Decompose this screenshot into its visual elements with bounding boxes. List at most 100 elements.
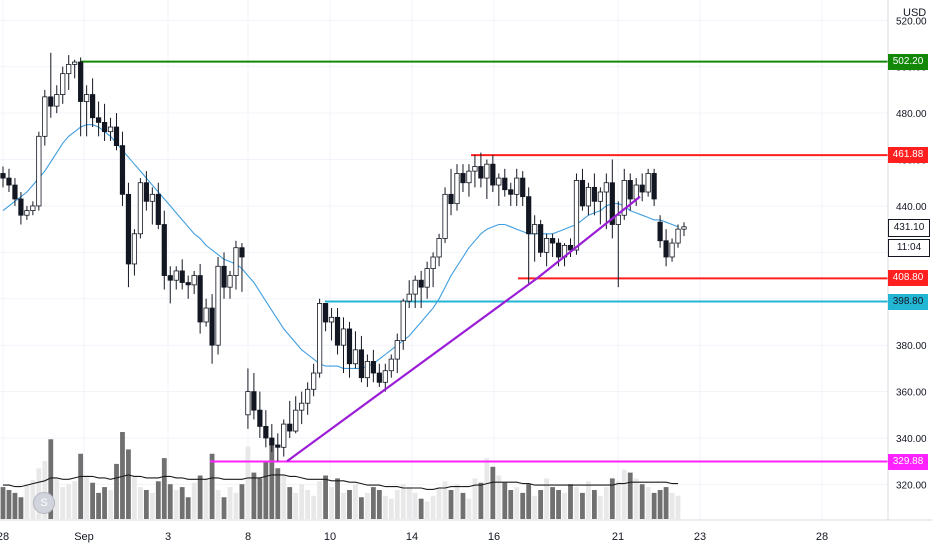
- volume-bar: [120, 432, 125, 519]
- time-axis[interactable]: 28 Sep 3 8 10 14 16 21 23 28: [0, 531, 828, 543]
- candle: [609, 159, 615, 239]
- candle-body: [317, 303, 323, 374]
- volume-bar: [275, 468, 281, 519]
- x-tick-label: 10: [324, 531, 336, 543]
- candle-body: [54, 94, 60, 107]
- candle-body: [358, 349, 365, 379]
- volume-bar: [12, 492, 18, 519]
- volume-bar: [263, 461, 269, 519]
- candle: [651, 168, 657, 206]
- candle-body: [299, 402, 305, 411]
- candle: [119, 131, 126, 206]
- volume-bar: [179, 487, 185, 519]
- candle-body: [101, 121, 108, 133]
- trendline[interactable]: [286, 195, 641, 463]
- candle-body: [514, 177, 520, 195]
- candle-body: [406, 293, 412, 302]
- candle: [60, 66, 66, 104]
- candle: [107, 117, 114, 141]
- volume-bar: [615, 481, 621, 519]
- volume-bar: [580, 492, 585, 519]
- x-tick-label: 28: [816, 531, 828, 543]
- candle: [275, 433, 281, 462]
- candle-body: [364, 361, 370, 379]
- candle: [78, 57, 84, 137]
- volume-bar: [233, 492, 239, 519]
- volume-bar: [603, 487, 609, 519]
- candle-body: [597, 191, 603, 202]
- candle: [526, 187, 532, 285]
- level-badge-408.80: 408.80: [888, 270, 928, 287]
- price-candles: [0, 52, 687, 462]
- volume-bar: [586, 481, 591, 519]
- candle: [257, 391, 263, 439]
- candle: [251, 373, 257, 420]
- candle-body: [645, 173, 651, 193]
- candle-body: [346, 328, 353, 365]
- last-price-badge: 431.10: [888, 218, 930, 237]
- horizontal-levels[interactable]: [80, 60, 888, 463]
- candle: [167, 266, 173, 304]
- volume-bar: [436, 487, 442, 519]
- level-badge-398.80: 398.80: [888, 293, 928, 310]
- candle-body: [113, 126, 120, 147]
- volume-bar: [6, 490, 12, 519]
- candle: [48, 52, 54, 118]
- volume-bar: [239, 484, 245, 519]
- candle-body: [263, 426, 269, 439]
- trendline-upper: [536, 195, 641, 280]
- candle-body: [311, 372, 317, 390]
- candle-body: [334, 316, 341, 346]
- volume-bar: [191, 482, 197, 519]
- candle: [585, 182, 592, 216]
- volume-bar: [341, 492, 346, 519]
- candle-body: [412, 279, 418, 295]
- candle: [669, 238, 675, 262]
- candle: [90, 78, 96, 128]
- candle: [532, 215, 538, 262]
- volume-bar: [137, 487, 143, 519]
- candle-body: [567, 244, 574, 251]
- symbol-marker-icon[interactable]: S: [33, 492, 55, 514]
- candle-body: [430, 256, 436, 270]
- volume-bar: [329, 487, 334, 519]
- volume-bar: [24, 484, 30, 519]
- candle-body: [221, 265, 227, 288]
- candle: [95, 101, 102, 137]
- volume-bar: [215, 490, 221, 519]
- candle-body: [137, 182, 143, 235]
- candle-body: [352, 349, 359, 365]
- volume-bar: [388, 498, 394, 519]
- candle: [502, 168, 508, 197]
- candle-body: [609, 182, 615, 225]
- candle: [143, 171, 149, 211]
- volume-bar: [454, 484, 460, 519]
- candle-body: [107, 126, 114, 133]
- candle-body: [538, 224, 544, 253]
- volume-bar: [364, 492, 370, 519]
- candle: [663, 229, 669, 267]
- candle: [573, 173, 580, 255]
- volume-bar: [287, 487, 293, 519]
- candle-body: [448, 193, 454, 205]
- candle: [448, 168, 454, 216]
- volume-bar: [514, 487, 520, 519]
- candle: [36, 131, 42, 211]
- volume-bar: [418, 498, 424, 519]
- volume-bar: [143, 490, 149, 519]
- candle: [245, 368, 251, 429]
- volume-bar: [520, 492, 526, 519]
- volume-bar: [550, 487, 555, 519]
- candle-body: [66, 63, 72, 75]
- candle-body: [532, 224, 538, 235]
- candle: [681, 222, 687, 237]
- volume-bar: [466, 498, 472, 519]
- candle-body: [328, 316, 335, 323]
- volume-bar: [161, 458, 167, 519]
- candle-body: [669, 242, 675, 258]
- x-tick-label: 14: [406, 531, 418, 543]
- candle: [311, 363, 317, 397]
- candle: [454, 164, 460, 211]
- candle: [281, 419, 287, 457]
